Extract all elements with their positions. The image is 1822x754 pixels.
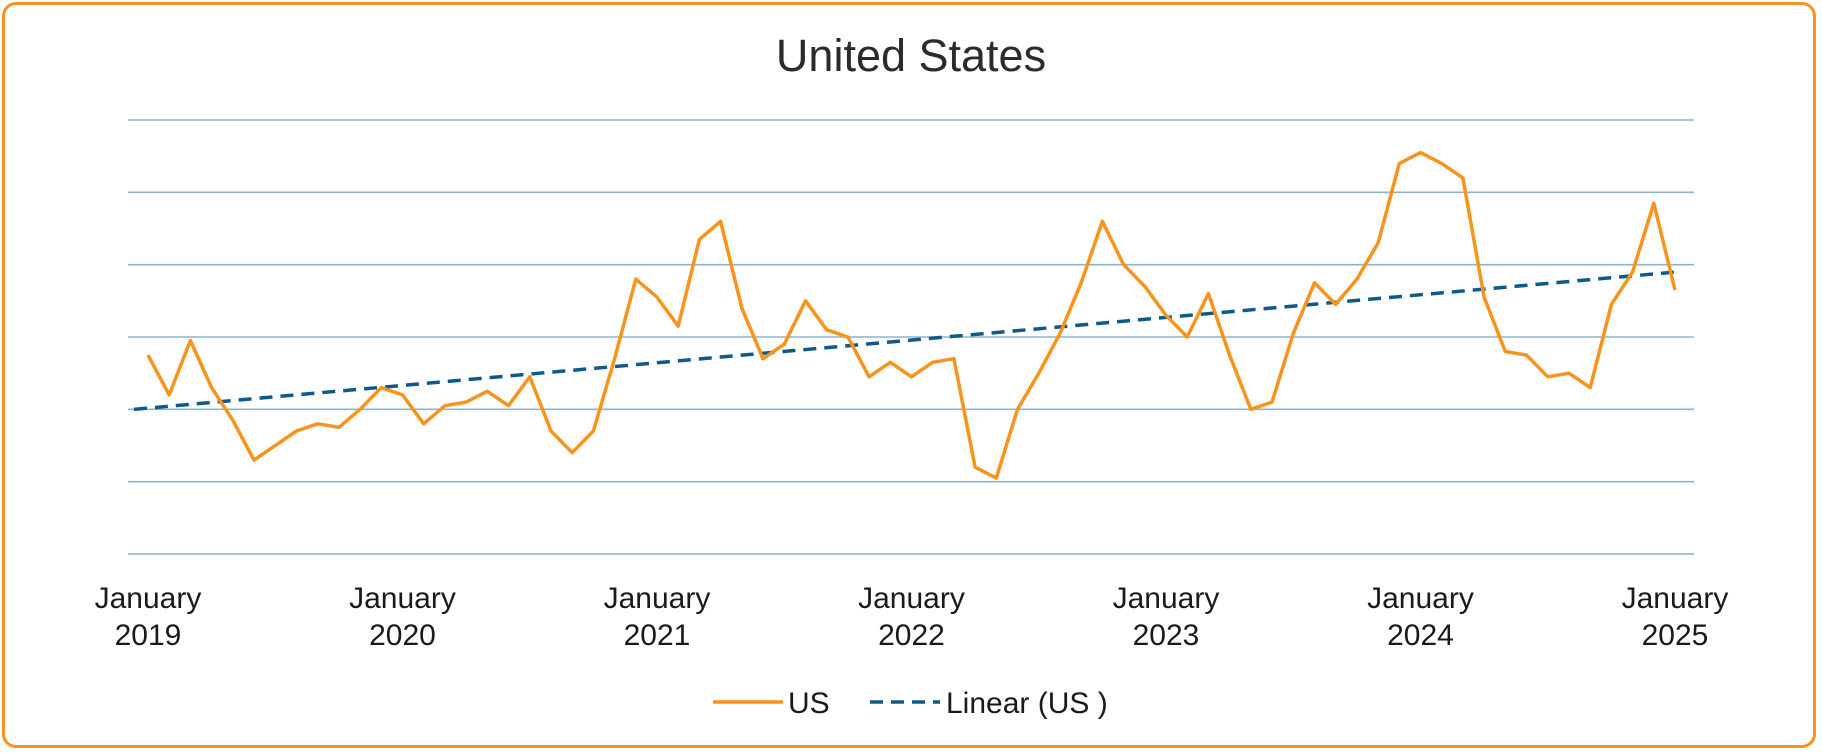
trendline-layer [133,270,1678,412]
x-tick-label: January 2021 [604,582,711,652]
x-tick-month: January [604,582,711,615]
x-tick-year: 2022 [878,619,945,652]
gridlines [128,119,1694,555]
x-tick-month: January [1367,582,1474,615]
legend-label-linear-us: Linear (US ) [946,687,1108,720]
x-tick-label: January 2025 [1622,582,1729,652]
x-tick-year: 2024 [1387,619,1454,652]
series-layer [146,150,1677,480]
x-tick-label: January 2024 [1367,582,1474,652]
x-tick-month: January [349,582,456,615]
x-tick-year: 2021 [624,619,691,652]
x-tick-month: January [95,582,202,615]
x-tick-label: January 2019 [95,582,202,652]
chart-title: United States [775,30,1047,81]
x-tick-label: January 2023 [1113,582,1220,652]
x-tick-month: January [858,582,965,615]
legend: US Linear (US ) [713,687,1108,720]
x-tick-year: 2019 [115,619,182,652]
x-tick-year: 2025 [1642,619,1709,652]
legend-label-us: US [788,687,830,720]
x-tick-month: January [1622,582,1729,615]
x-tick-label: January 2022 [858,582,965,652]
x-tick-year: 2020 [369,619,436,652]
trendline-linear-us [133,270,1678,412]
x-tick-year: 2023 [1133,619,1200,652]
series-line-us [146,150,1677,480]
x-tick-label: January 2020 [349,582,456,652]
x-tick-month: January [1113,582,1220,615]
